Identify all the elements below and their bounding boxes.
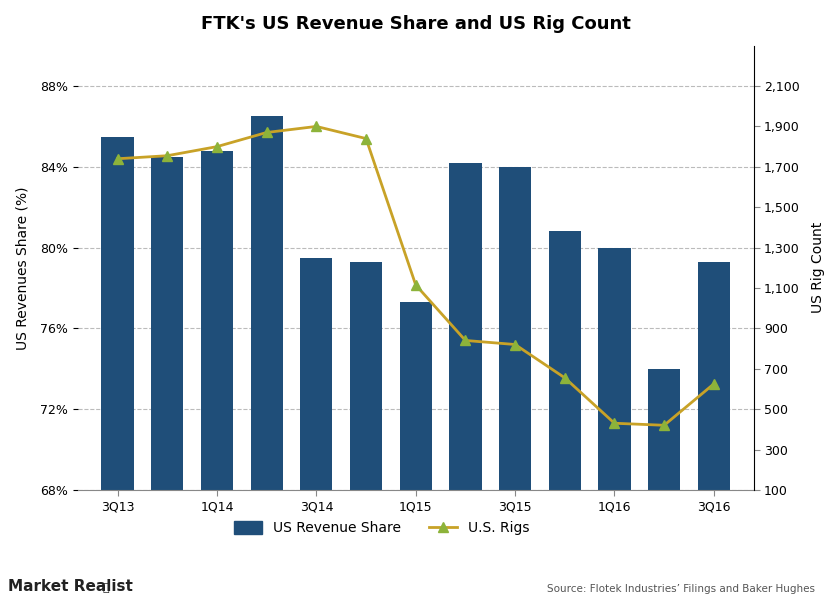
Text: Ⓡ: Ⓡ: [102, 583, 109, 593]
Bar: [598, 248, 631, 600]
Bar: [648, 369, 680, 600]
Y-axis label: US Rig Count: US Rig Count: [811, 222, 825, 313]
Bar: [151, 157, 183, 600]
Title: FTK's US Revenue Share and US Rig Count: FTK's US Revenue Share and US Rig Count: [201, 15, 631, 33]
Text: Market Realist: Market Realist: [8, 579, 134, 594]
Bar: [549, 232, 581, 600]
Bar: [102, 137, 134, 600]
Y-axis label: US Revenues Share (%): US Revenues Share (%): [15, 186, 29, 350]
Legend: US Revenue Share, U.S. Rigs: US Revenue Share, U.S. Rigs: [228, 515, 535, 541]
Bar: [350, 262, 382, 600]
Bar: [300, 257, 333, 600]
Bar: [499, 167, 531, 600]
Bar: [400, 302, 432, 600]
Bar: [698, 262, 730, 600]
Bar: [449, 163, 481, 600]
Bar: [250, 116, 283, 600]
Bar: [201, 151, 234, 600]
Text: Source: Flotek Industries’ Filings and Baker Hughes: Source: Flotek Industries’ Filings and B…: [547, 584, 815, 594]
